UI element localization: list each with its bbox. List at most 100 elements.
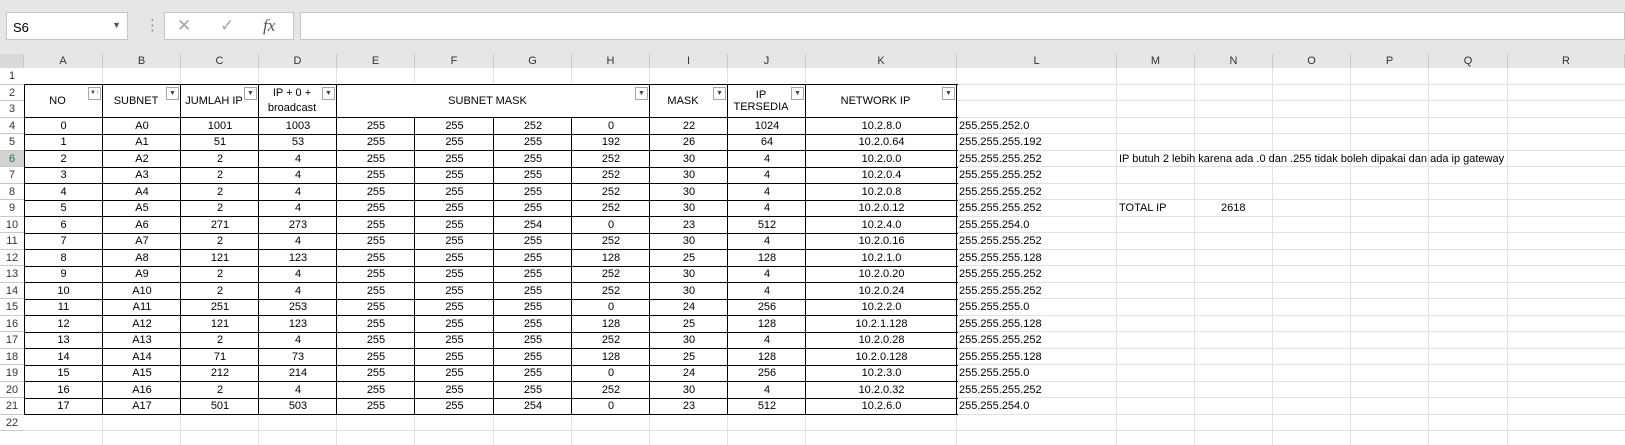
column-header-d[interactable]: D [259,54,337,68]
row-header-10[interactable]: 10 [0,217,24,233]
table-cell[interactable]: 255 [415,216,494,233]
table-cell[interactable]: 10.2.0.12 [806,200,957,217]
subnet-mask-text[interactable]: 255.255.255.128 [959,317,1042,330]
cancel-icon[interactable]: ✕ [177,16,192,35]
table-cell[interactable]: 73 [259,348,337,365]
table-cell[interactable]: 252 [572,183,650,200]
column-header-i[interactable]: I [650,54,728,68]
table-cell[interactable]: 255 [415,150,494,167]
table-cell[interactable]: 255 [415,266,494,283]
table-cell[interactable]: 10.2.0.8 [806,183,957,200]
column-header-g[interactable]: G [494,54,572,68]
table-cell[interactable]: 4 [259,282,337,299]
table-cell[interactable]: 4 [259,167,337,184]
table-cell[interactable]: 0 [572,398,650,415]
table-cell[interactable]: 4 [728,150,806,167]
table-cell[interactable]: 254 [494,216,572,233]
table-cell[interactable]: 253 [259,299,337,316]
table-cell[interactable]: 255 [494,332,572,349]
table-cell[interactable]: A15 [103,365,181,382]
table-cell[interactable]: 255 [337,398,415,415]
table-cell[interactable]: 252 [572,282,650,299]
table-cell[interactable]: 214 [259,365,337,382]
row-header-15[interactable]: 15 [0,299,24,316]
subnet-mask-text[interactable]: 255.255.255.0 [959,301,1030,313]
table-cell[interactable]: 30 [650,183,728,200]
table-cell[interactable]: 255 [494,249,572,266]
table-cell[interactable]: 26 [650,134,728,151]
table-cell[interactable]: 255 [494,183,572,200]
table-cell[interactable]: 255 [337,266,415,283]
table-cell[interactable]: 4 [259,233,337,250]
table-cell[interactable]: A1 [103,134,181,151]
table-cell[interactable]: 11 [24,299,103,316]
header-ip-broadcast[interactable]: IP + 0 + broadcast [259,84,337,118]
table-cell[interactable]: 128 [728,315,806,332]
table-cell[interactable]: 4 [259,183,337,200]
table-cell[interactable]: 255 [494,299,572,316]
table-cell[interactable]: 4 [259,381,337,398]
table-cell[interactable]: 252 [494,117,572,134]
table-cell[interactable]: A13 [103,332,181,349]
table-cell[interactable]: 4 [728,167,806,184]
table-cell[interactable]: 255 [494,315,572,332]
column-header-f[interactable]: F [415,54,494,68]
table-cell[interactable]: A11 [103,299,181,316]
column-header-r[interactable]: R [1508,54,1625,68]
column-header-e[interactable]: E [337,54,415,68]
table-cell[interactable]: 273 [259,216,337,233]
table-cell[interactable]: 503 [259,398,337,415]
subnet-mask-text[interactable]: 255.255.255.0 [959,367,1030,379]
table-cell[interactable]: 0 [24,117,103,134]
column-header-k[interactable]: K [806,54,957,68]
row-header-18[interactable]: 18 [0,349,24,365]
table-cell[interactable]: 252 [572,332,650,349]
table-cell[interactable]: 255 [337,117,415,134]
table-cell[interactable]: 2 [24,150,103,167]
row-header-6[interactable]: 6 [0,150,24,167]
table-cell[interactable]: 255 [415,200,494,217]
table-cell[interactable]: 7 [24,233,103,250]
table-cell[interactable]: 255 [494,282,572,299]
row-header-16[interactable]: 16 [0,316,24,332]
table-cell[interactable]: 255 [337,332,415,349]
row-header-19[interactable]: 19 [0,365,24,382]
subnet-mask-text[interactable]: 255.255.255.252 [959,152,1042,165]
column-header-b[interactable]: B [103,54,181,68]
filter-dropdown-icon[interactable]: ▼ [942,86,955,100]
table-cell[interactable]: 2 [181,266,259,283]
table-cell[interactable]: 10.2.0.4 [806,167,957,184]
column-header-a[interactable]: A [24,54,103,68]
table-cell[interactable]: 13 [24,332,103,349]
table-cell[interactable]: 252 [572,200,650,217]
table-cell[interactable]: 10.2.0.16 [806,233,957,250]
filter-dropdown-icon[interactable]: ▼ [322,86,335,100]
table-cell[interactable]: 71 [181,348,259,365]
table-cell[interactable]: 0 [572,117,650,134]
table-cell[interactable]: 25 [650,315,728,332]
table-cell[interactable]: 24 [650,365,728,382]
chevron-down-icon[interactable]: ▼ [112,20,121,30]
table-cell[interactable]: 4 [259,266,337,283]
table-cell[interactable]: 0 [572,365,650,382]
column-header-c[interactable]: C [181,54,259,68]
table-cell[interactable]: 10.2.0.64 [806,134,957,151]
table-cell[interactable]: 24 [650,299,728,316]
subnet-mask-text[interactable]: 255.255.255.128 [959,350,1042,363]
row-header-7[interactable]: 7 [0,167,24,184]
table-cell[interactable]: 30 [650,200,728,217]
table-cell[interactable]: 123 [259,315,337,332]
table-cell[interactable]: 30 [650,150,728,167]
table-cell[interactable]: 64 [728,134,806,151]
table-cell[interactable]: 4 [259,332,337,349]
subnet-mask-text[interactable]: 255.255.255.252 [959,202,1042,214]
table-cell[interactable]: 255 [337,365,415,382]
table-cell[interactable]: 30 [650,381,728,398]
table-cell[interactable]: 255 [415,299,494,316]
table-cell[interactable]: 2 [181,381,259,398]
table-cell[interactable]: A3 [103,167,181,184]
header-mask[interactable]: MASK [650,84,728,118]
row-header-14[interactable]: 14 [0,283,24,299]
table-cell[interactable]: 25 [650,348,728,365]
table-cell[interactable]: 255 [415,381,494,398]
